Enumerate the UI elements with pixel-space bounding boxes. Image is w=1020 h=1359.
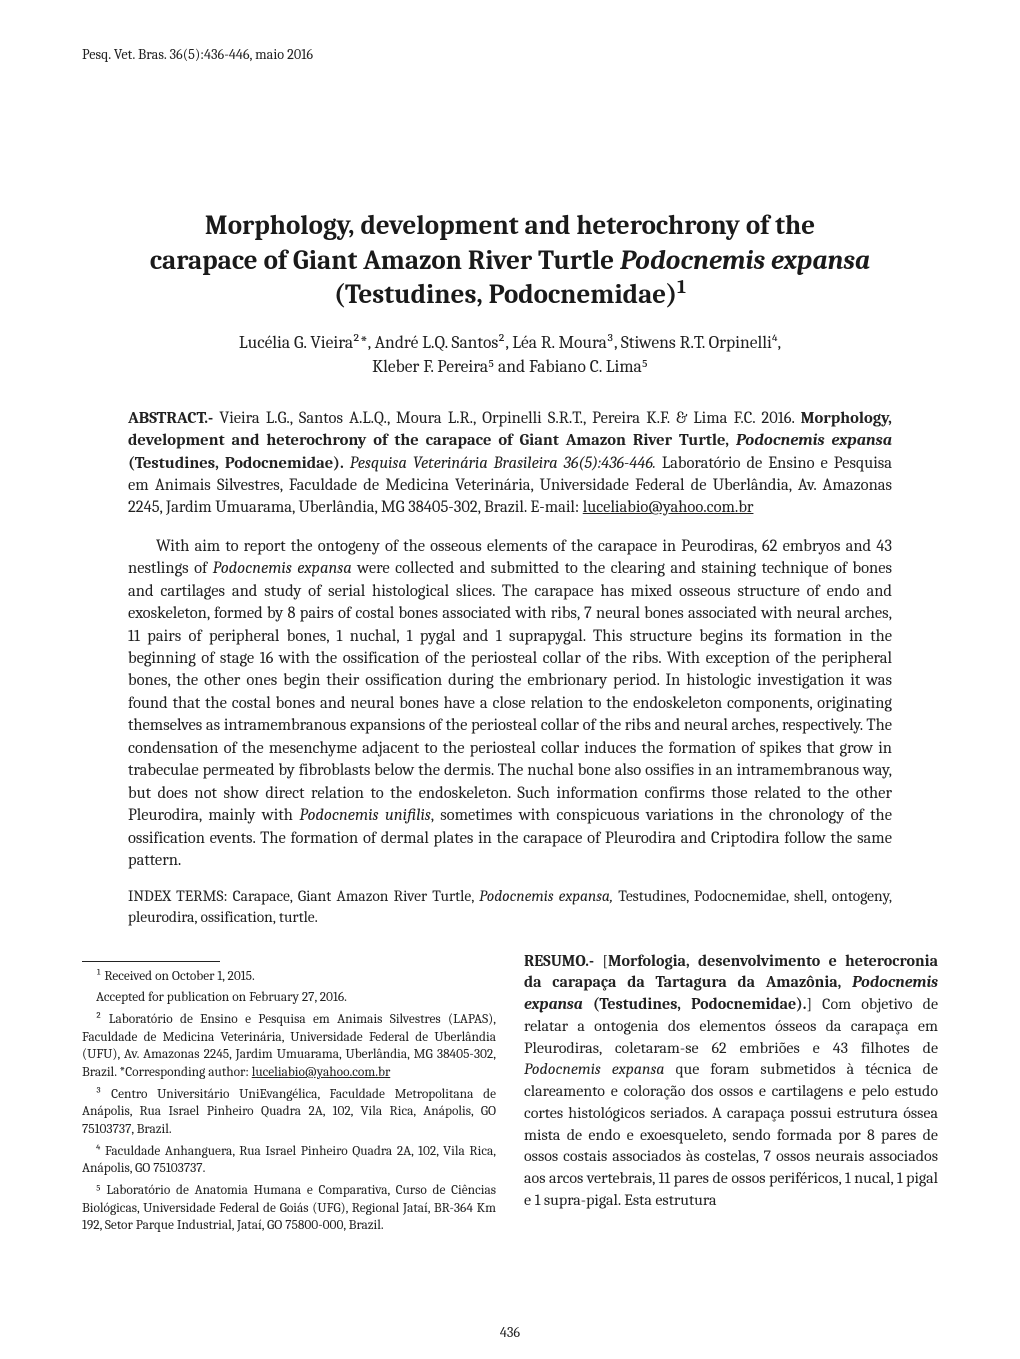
abstract-citation-text: Vieira L.G., Santos A.L.Q., Moura L.R., … <box>213 409 800 428</box>
title-line-3: (Testudines, Podocnemidae) <box>334 279 677 310</box>
authors-line-2: Kleber F. Pereira⁵ and Fabiano C. Lima⁵ <box>372 357 648 377</box>
abstract-article-species: Podocnemis expansa <box>736 431 892 450</box>
page-number: 436 <box>0 1324 1020 1341</box>
running-head: Pesq. Vet. Bras. 36(5):436-446, maio 201… <box>82 46 938 63</box>
abstract-body: With aim to report the ontogeny of the o… <box>128 536 892 873</box>
footnote-1b: Accepted for publication on February 27,… <box>82 989 496 1007</box>
abstract-citation: ABSTRACT.- Vieira L.G., Santos A.L.Q., M… <box>128 408 892 520</box>
article-title: Morphology, development and heterochrony… <box>90 209 930 313</box>
two-column-region: ¹ Received on October 1, 2015. Accepted … <box>82 951 938 1240</box>
abstract-email: luceliabio@yahoo.com.br <box>583 498 754 517</box>
index-terms-label: INDEX TERMS: <box>128 887 233 905</box>
resumo-tail: (Testudines, Podocnemidae). <box>583 995 807 1013</box>
title-line-2: carapace of Giant Amazon River Turtle <box>150 245 620 276</box>
right-column: RESUMO.- [Morfologia, desenvolvimento e … <box>524 951 938 1240</box>
abstract-label: ABSTRACT.- <box>128 409 213 428</box>
title-line-1: Morphology, development and heterochrony… <box>205 210 815 241</box>
abstract-body-species: Podocnemis expansa <box>213 559 352 578</box>
abstract-article-tail: (Testudines, Podocnemidae). <box>128 454 344 473</box>
footnote-rule <box>82 961 220 962</box>
resumo: RESUMO.- [Morfologia, desenvolvimento e … <box>524 951 938 1212</box>
footnote-3: ³ Centro Universitário UniEvangélica, Fa… <box>82 1086 496 1139</box>
abstract-body-species-2: Podocnemis unifilis <box>299 806 430 825</box>
resumo-open-bracket: [ <box>594 952 608 970</box>
title-footnote-ref: 1 <box>677 276 686 298</box>
authors-line-1: Lucélia G. Vieira²*, André L.Q. Santos²,… <box>239 333 781 353</box>
footnote-4: ⁴ Faculdade Anhanguera, Rua Israel Pinhe… <box>82 1143 496 1178</box>
resumo-label: RESUMO.- <box>524 952 594 970</box>
footnote-2-email: luceliabio@yahoo.com.br <box>252 1065 391 1080</box>
footnote-1: ¹ Received on October 1, 2015. <box>82 968 496 986</box>
title-species: Podocnemis expansa <box>620 245 870 276</box>
footnotes: ¹ Received on October 1, 2015. Accepted … <box>82 968 496 1236</box>
footnote-5: ⁵ Laboratório de Anatomia Humana e Compa… <box>82 1182 496 1235</box>
footnote-2: ² Laboratório de Ensino e Pesquisa em An… <box>82 1011 496 1082</box>
resumo-species-2: Podocnemis expansa <box>524 1060 665 1078</box>
left-column: ¹ Received on October 1, 2015. Accepted … <box>82 951 496 1240</box>
resumo-body-b: que foram submetidos à técnica de clarea… <box>524 1060 938 1209</box>
index-terms-species: Podocnemis expansa, <box>479 887 613 905</box>
authors: Lucélia G. Vieira²*, André L.Q. Santos²,… <box>120 331 900 380</box>
page: Pesq. Vet. Bras. 36(5):436-446, maio 201… <box>0 0 1020 1359</box>
index-terms: INDEX TERMS: Carapace, Giant Amazon Rive… <box>128 886 892 928</box>
index-terms-a: Carapace, Giant Amazon River Turtle, <box>233 887 480 905</box>
abstract-journal: Pesquisa Veterinária Brasileira 36(5):43… <box>344 454 656 473</box>
abstract-body-b: were collected and submitted to the clea… <box>128 559 892 825</box>
